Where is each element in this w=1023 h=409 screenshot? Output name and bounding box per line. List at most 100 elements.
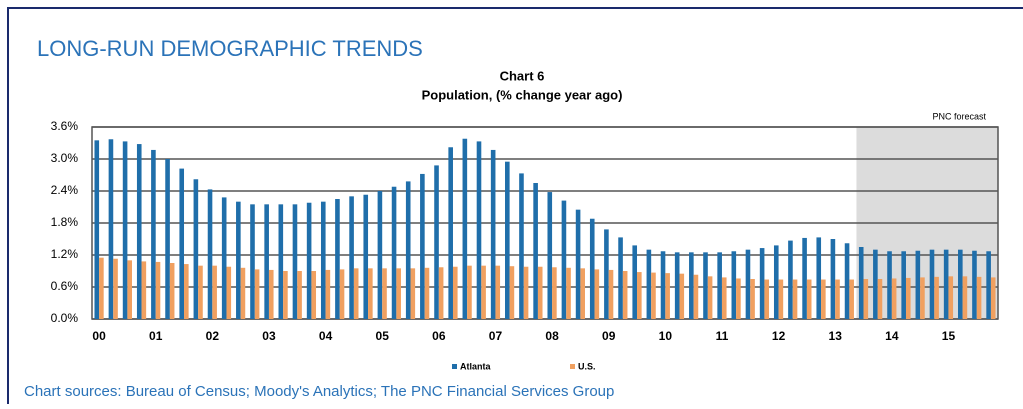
bar: [651, 272, 656, 319]
bar: [462, 138, 468, 319]
bar: [349, 196, 354, 319]
bar: [495, 265, 501, 319]
bar: [844, 243, 850, 319]
bar: [122, 141, 128, 319]
bar: [212, 265, 217, 319]
x-tick-label: 12: [772, 329, 786, 343]
bar: [788, 240, 793, 319]
bar: [689, 252, 694, 319]
bar: [320, 201, 326, 319]
bar: [155, 261, 161, 319]
bar: [717, 252, 722, 319]
y-tick-label: 2.4%: [51, 183, 79, 197]
y-tick-label: 1.8%: [51, 215, 79, 229]
x-tick-label: 13: [829, 329, 843, 343]
bar: [901, 251, 906, 319]
y-tick-label: 0.6%: [51, 279, 79, 293]
bar: [660, 251, 666, 319]
chart-title: Chart 6: [500, 68, 545, 83]
bar: [113, 258, 118, 319]
bar: [353, 268, 359, 319]
bar: [806, 279, 812, 319]
bar: [325, 269, 331, 319]
bar: [905, 277, 911, 319]
bar: [306, 202, 312, 319]
bar: [891, 278, 897, 319]
bar: [476, 141, 482, 319]
x-tick-label: 04: [319, 329, 333, 343]
bar: [561, 200, 567, 319]
bar: [745, 249, 751, 319]
bar: [467, 265, 472, 319]
bar: [547, 192, 553, 319]
bar: [339, 269, 345, 319]
bar: [792, 279, 798, 319]
bar: [292, 204, 298, 319]
bar: [962, 276, 968, 319]
bar: [311, 271, 317, 319]
y-tick-label: 0.0%: [51, 311, 79, 325]
bar: [377, 191, 383, 319]
bar: [915, 250, 921, 319]
bar: [481, 265, 486, 319]
panel-border: [7, 7, 1023, 409]
x-tick-label: 14: [885, 329, 899, 343]
x-tick-label: 15: [942, 329, 956, 343]
bar: [674, 252, 680, 319]
bar: [297, 271, 302, 319]
bar: [283, 271, 288, 319]
bar: [632, 245, 638, 319]
bar: [604, 229, 609, 319]
bar: [151, 149, 156, 319]
bar: [490, 149, 496, 319]
bar: [934, 276, 939, 319]
legend-label: Atlanta: [460, 361, 491, 371]
y-tick-label: 3.0%: [51, 151, 79, 165]
legend-swatch: [452, 364, 457, 369]
bar: [703, 252, 708, 319]
bar: [943, 249, 949, 319]
bar: [929, 249, 935, 319]
y-tick-label: 3.6%: [51, 119, 79, 133]
bar: [169, 263, 175, 319]
bar: [990, 277, 996, 319]
bar: [976, 276, 982, 319]
bar: [873, 249, 878, 319]
bar: [958, 249, 963, 319]
bar: [948, 276, 954, 319]
x-tick-label: 06: [432, 329, 446, 343]
bar: [707, 276, 713, 319]
bar: [863, 279, 869, 319]
bar: [802, 237, 807, 319]
bar: [198, 265, 203, 319]
forecast-label: PNC forecast: [932, 111, 986, 121]
bar: [363, 194, 369, 319]
bar: [368, 268, 373, 319]
bar: [778, 279, 784, 319]
y-tick-label: 1.2%: [51, 247, 79, 261]
x-tick-label: 01: [149, 329, 163, 343]
bar: [972, 250, 977, 319]
bar: [849, 279, 854, 319]
bar: [519, 173, 524, 319]
bar: [136, 144, 142, 319]
bar: [589, 218, 595, 319]
bar: [637, 272, 642, 319]
x-tick-label: 09: [602, 329, 616, 343]
bar: [618, 237, 623, 319]
bar: [646, 249, 652, 319]
bar: [622, 271, 628, 319]
bar: [773, 245, 779, 319]
legend-swatch: [570, 364, 575, 369]
bar: [193, 179, 199, 319]
bar: [382, 268, 387, 319]
bar: [858, 247, 864, 319]
bar: [920, 277, 925, 319]
bar: [127, 260, 132, 319]
plot-border: [91, 126, 999, 320]
x-tick-label: 10: [659, 329, 673, 343]
bar: [566, 267, 571, 319]
bar: [835, 279, 840, 319]
x-tick-label: 05: [376, 329, 390, 343]
